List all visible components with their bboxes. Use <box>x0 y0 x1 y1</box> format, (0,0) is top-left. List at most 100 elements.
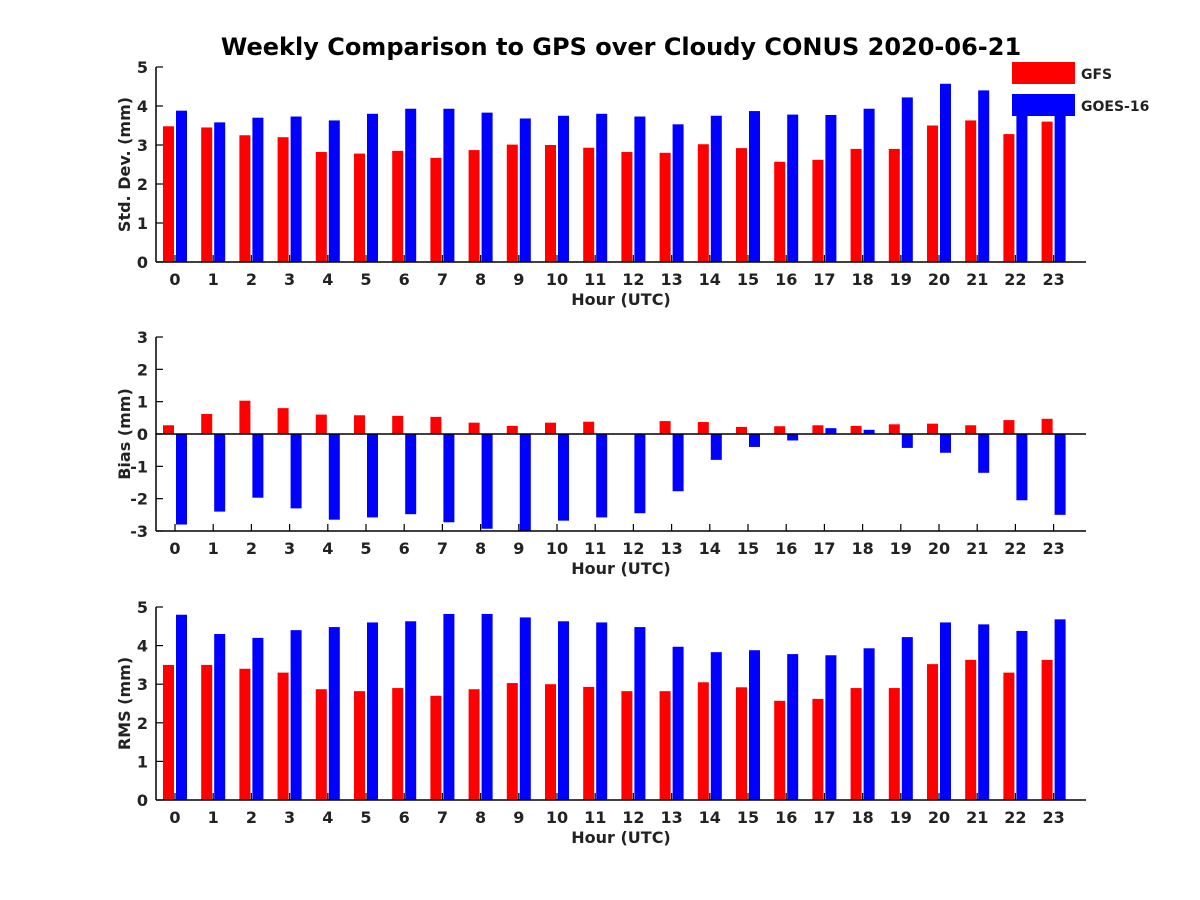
rms-bar-gfs-14 <box>697 682 709 800</box>
std-bar-goes16-14 <box>710 115 722 262</box>
rms-bar-gfs-18 <box>850 688 862 800</box>
rms-bar-gfs-7 <box>430 695 442 800</box>
bias-y-tick-label: 3 <box>137 328 148 347</box>
std-x-tick-label: 11 <box>584 270 606 289</box>
std-bar-gfs-11 <box>583 147 595 262</box>
rms-y-tick-label: 1 <box>137 752 148 771</box>
rms-bar-gfs-3 <box>277 672 289 800</box>
std-bar-gfs-21 <box>965 120 977 263</box>
bias-x-tick-label: 8 <box>475 539 486 558</box>
rms-bar-goes16-16 <box>787 654 799 800</box>
rms-bar-goes16-23 <box>1054 619 1066 800</box>
bias-bar-goes16-23 <box>1054 434 1066 515</box>
bias-y-tick-label: 2 <box>137 360 148 379</box>
bias-bar-goes16-18 <box>863 429 875 434</box>
std-bar-goes16-19 <box>901 97 913 262</box>
bias-bar-gfs-0 <box>163 425 174 434</box>
std-bar-gfs-7 <box>430 157 442 262</box>
rms-x-tick-label: 22 <box>1004 808 1026 827</box>
bias-bar-goes16-7 <box>443 434 455 523</box>
std-bar-gfs-18 <box>850 148 862 262</box>
rms-bar-goes16-12 <box>634 627 646 800</box>
std-bar-goes16-11 <box>596 113 608 262</box>
rms-bar-gfs-9 <box>506 683 518 800</box>
std-y-axis-label: Std. Dev. (mm) <box>115 97 134 232</box>
bias-bar-goes16-20 <box>940 434 951 453</box>
bias-x-tick-label: 13 <box>660 539 682 558</box>
std-bar-gfs-20 <box>927 125 938 262</box>
bias-bar-goes16-19 <box>901 434 913 448</box>
std-bar-goes16-4 <box>328 120 340 263</box>
rms-x-tick-label: 23 <box>1042 808 1064 827</box>
rms-x-axis-label: Hour (UTC) <box>571 828 671 847</box>
bias-bar-gfs-17 <box>812 425 824 434</box>
bias-bar-goes16-12 <box>634 434 646 514</box>
std-bar-goes16-3 <box>290 116 302 262</box>
std-bar-goes16-7 <box>443 108 455 262</box>
bias-bar-goes16-6 <box>405 434 417 515</box>
bias-bar-goes16-10 <box>558 434 569 521</box>
std-bar-gfs-12 <box>621 152 633 262</box>
bias-x-tick-label: 5 <box>360 539 371 558</box>
bias-bar-gfs-7 <box>430 416 442 434</box>
std-x-tick-label: 18 <box>851 270 873 289</box>
rms-bar-goes16-3 <box>290 630 302 800</box>
bias-x-tick-label: 20 <box>928 539 950 558</box>
bias-bar-gfs-5 <box>354 415 365 434</box>
std-bar-goes16-17 <box>825 114 837 262</box>
std-bar-gfs-8 <box>468 150 480 262</box>
std-bar-goes16-6 <box>405 108 417 262</box>
legend-label-goes16: GOES-16 <box>1081 99 1149 115</box>
std-bar-goes16-22 <box>1016 111 1028 262</box>
std-bar-goes16-13 <box>672 124 684 262</box>
std-bar-gfs-13 <box>659 152 671 262</box>
rms-bar-goes16-13 <box>672 646 684 800</box>
std-bar-goes16-0 <box>176 110 187 263</box>
bias-x-tick-label: 21 <box>966 539 988 558</box>
rms-bar-gfs-20 <box>927 664 938 800</box>
std-x-tick-label: 23 <box>1042 270 1064 289</box>
bias-x-tick-label: 19 <box>890 539 912 558</box>
std-x-tick-label: 13 <box>660 270 682 289</box>
bias-bar-gfs-10 <box>545 422 556 434</box>
rms-bar-goes16-15 <box>749 650 760 800</box>
bias-y-tick-label: -2 <box>130 490 148 509</box>
rms-bar-goes16-0 <box>176 614 187 800</box>
rms-bar-gfs-2 <box>239 668 251 800</box>
bias-bar-gfs-22 <box>1003 420 1015 434</box>
std-bar-goes16-5 <box>367 113 378 262</box>
rms-bar-gfs-12 <box>621 691 633 800</box>
std-x-tick-label: 14 <box>699 270 721 289</box>
rms-y-axis-label: RMS (mm) <box>115 657 134 750</box>
rms-bar-gfs-10 <box>545 684 556 800</box>
rms-x-tick-label: 10 <box>546 808 568 827</box>
bias-bar-gfs-23 <box>1041 418 1053 434</box>
bias-bar-goes16-8 <box>481 434 493 529</box>
std-x-tick-label: 7 <box>437 270 448 289</box>
bias-bar-goes16-15 <box>749 434 760 447</box>
bias-x-tick-label: 12 <box>622 539 644 558</box>
rms-x-tick-label: 2 <box>246 808 257 827</box>
std-bar-gfs-19 <box>888 148 900 262</box>
bias-bar-goes16-0 <box>176 434 187 525</box>
bias-y-tick-label: 0 <box>137 425 148 444</box>
rms-bar-goes16-4 <box>328 627 340 800</box>
bias-bar-goes16-3 <box>290 434 302 509</box>
rms-bar-goes16-9 <box>519 617 531 800</box>
bias-y-tick-label: -1 <box>130 457 148 476</box>
std-bar-gfs-14 <box>697 144 709 262</box>
std-x-tick-label: 4 <box>322 270 333 289</box>
std-y-tick-label: 4 <box>137 97 148 116</box>
rms-x-tick-label: 12 <box>622 808 644 827</box>
bias-x-tick-label: 2 <box>246 539 257 558</box>
std-bar-gfs-9 <box>506 144 518 262</box>
rms-x-tick-label: 3 <box>284 808 295 827</box>
rms-bar-goes16-18 <box>863 648 875 800</box>
std-bar-gfs-10 <box>545 145 556 262</box>
std-x-tick-label: 17 <box>813 270 835 289</box>
rms-bar-goes16-14 <box>710 652 722 800</box>
rms-bar-goes16-6 <box>405 621 417 800</box>
rms-bar-goes16-8 <box>481 613 493 800</box>
std-bar-goes16-2 <box>252 117 264 262</box>
